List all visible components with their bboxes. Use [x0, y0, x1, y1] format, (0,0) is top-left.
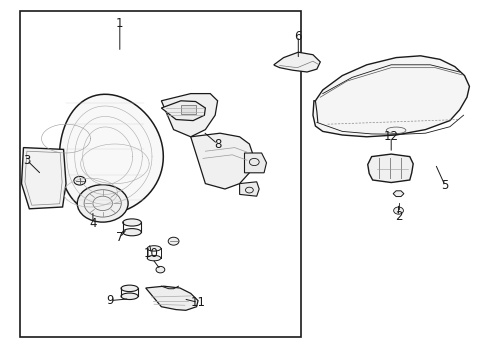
Ellipse shape [147, 256, 161, 261]
Polygon shape [392, 191, 403, 197]
Polygon shape [367, 154, 412, 183]
Polygon shape [161, 101, 205, 121]
Ellipse shape [156, 266, 164, 273]
Polygon shape [60, 94, 163, 214]
Text: 8: 8 [213, 138, 221, 150]
Text: 11: 11 [190, 296, 205, 309]
Ellipse shape [147, 246, 161, 251]
Text: 2: 2 [394, 210, 402, 222]
Ellipse shape [121, 293, 138, 300]
Polygon shape [244, 153, 266, 173]
Polygon shape [190, 133, 254, 189]
Polygon shape [145, 286, 198, 310]
Bar [20, 11, 300, 337]
Circle shape [393, 207, 403, 214]
Ellipse shape [122, 219, 141, 226]
Text: 6: 6 [294, 30, 302, 42]
Bar [181, 105, 195, 114]
Polygon shape [161, 94, 217, 137]
Circle shape [74, 176, 85, 185]
Text: 1: 1 [116, 17, 123, 30]
Text: 5: 5 [440, 179, 448, 192]
Circle shape [77, 185, 128, 222]
Polygon shape [21, 148, 66, 209]
Ellipse shape [122, 229, 141, 236]
Text: 3: 3 [23, 154, 31, 167]
Ellipse shape [121, 285, 138, 292]
Polygon shape [312, 56, 468, 137]
Text: 9: 9 [106, 294, 114, 307]
Text: 4: 4 [89, 217, 97, 230]
Polygon shape [239, 182, 259, 196]
Text: 10: 10 [144, 247, 159, 260]
Text: 7: 7 [116, 231, 123, 244]
Polygon shape [273, 52, 320, 72]
Circle shape [168, 237, 179, 245]
Text: 12: 12 [383, 130, 398, 143]
